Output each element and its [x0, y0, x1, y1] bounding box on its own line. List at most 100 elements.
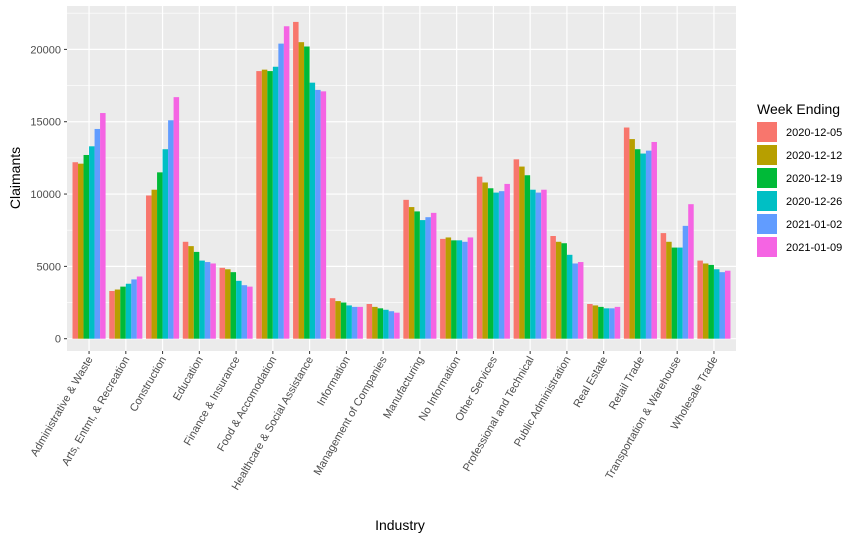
- bar: [188, 246, 194, 339]
- bar: [671, 247, 678, 339]
- bar: [72, 162, 79, 339]
- bar: [151, 189, 158, 339]
- legend-swatch: [757, 214, 777, 234]
- bar: [309, 82, 316, 339]
- y-tick-label: 20000: [30, 44, 61, 56]
- legend-swatch: [757, 237, 777, 257]
- bar: [623, 127, 630, 339]
- bar: [351, 306, 358, 339]
- bar: [550, 236, 556, 339]
- bar: [157, 172, 163, 339]
- bar: [419, 220, 426, 339]
- x-tick-label: Professional and Technical: [461, 355, 537, 474]
- bar: [719, 272, 725, 339]
- bar: [125, 283, 132, 339]
- bar: [357, 306, 363, 339]
- bar: [645, 150, 652, 339]
- bar: [476, 176, 483, 339]
- bar: [199, 260, 205, 339]
- bar: [377, 308, 384, 339]
- y-axis: 0 5000 10000 15000 20000: [30, 44, 67, 346]
- bar: [329, 298, 336, 339]
- legend-swatch: [757, 122, 777, 142]
- x-tick-label: Real Estate: [571, 355, 610, 410]
- bar: [482, 182, 488, 339]
- legend-swatch: [757, 191, 777, 211]
- legend: Week Ending 2020-12-052020-12-122020-12-…: [757, 101, 842, 257]
- bar: [340, 302, 347, 339]
- bar: [414, 211, 420, 339]
- bar: [408, 207, 415, 339]
- bar: [182, 241, 189, 339]
- bar: [660, 233, 667, 339]
- bar: [456, 240, 463, 339]
- legend-swatch: [757, 168, 777, 188]
- bar: [109, 290, 115, 339]
- bar: [272, 66, 279, 339]
- bar: [204, 262, 211, 339]
- bar: [535, 192, 542, 339]
- bar: [94, 128, 101, 339]
- bar: [230, 272, 237, 339]
- bar: [524, 175, 531, 339]
- bar: [682, 225, 689, 339]
- bar: [366, 303, 373, 339]
- bar: [283, 26, 290, 339]
- bar: [445, 237, 452, 339]
- x-tick-label: Management of Companies: [312, 354, 390, 477]
- bar: [555, 241, 562, 339]
- y-tick-label: 5000: [37, 261, 61, 273]
- bar: [451, 240, 457, 339]
- x-tick-label: Arts, Entmt, & Recreation: [60, 355, 132, 468]
- bar: [146, 195, 152, 339]
- bar: [193, 251, 200, 339]
- legend-label: 2020-12-12: [786, 150, 842, 162]
- bar: [78, 163, 84, 339]
- bar: [587, 303, 593, 339]
- y-tick-label: 10000: [30, 189, 61, 201]
- bar: [320, 91, 327, 339]
- bar: [315, 89, 321, 339]
- legend-label: 2020-12-19: [786, 173, 842, 185]
- bar: [467, 237, 474, 339]
- bar: [394, 312, 400, 339]
- bar: [561, 243, 567, 339]
- bar: [346, 305, 352, 339]
- bar: [498, 191, 505, 339]
- bar: [114, 289, 121, 339]
- bar: [688, 204, 694, 339]
- x-tick-label: Administrative & Waste: [29, 355, 96, 459]
- legend-items: 2020-12-05 2020-12-12 2020-12-19 2020-12-26…: [757, 122, 842, 257]
- legend-title: Week Ending: [757, 101, 840, 117]
- bar: [136, 276, 143, 339]
- bar: [335, 301, 341, 339]
- bar: [298, 42, 305, 339]
- bar: [697, 260, 703, 339]
- bar: [430, 212, 437, 339]
- x-tick-label: Construction: [128, 355, 169, 414]
- bar: [403, 199, 409, 339]
- legend-label: 2020-12-26: [786, 196, 842, 208]
- bar: [541, 189, 547, 339]
- bar: [83, 154, 90, 339]
- bar: [225, 269, 231, 339]
- legend-label: 2021-01-02: [786, 219, 842, 231]
- bar: [219, 267, 226, 339]
- bar: [440, 238, 446, 339]
- bar: [592, 305, 599, 339]
- bar: [702, 263, 709, 339]
- bar: [713, 269, 720, 339]
- bar: [278, 43, 284, 339]
- x-tick-label: Information: [315, 355, 353, 409]
- bar: [640, 153, 646, 339]
- bar: [572, 263, 578, 339]
- bar: [388, 311, 395, 339]
- bar: [241, 285, 248, 339]
- y-tick-label: 15000: [30, 117, 61, 129]
- bar: [261, 69, 268, 339]
- bar: [609, 308, 615, 339]
- x-tick-label: Transportation & Warehouse: [603, 355, 683, 482]
